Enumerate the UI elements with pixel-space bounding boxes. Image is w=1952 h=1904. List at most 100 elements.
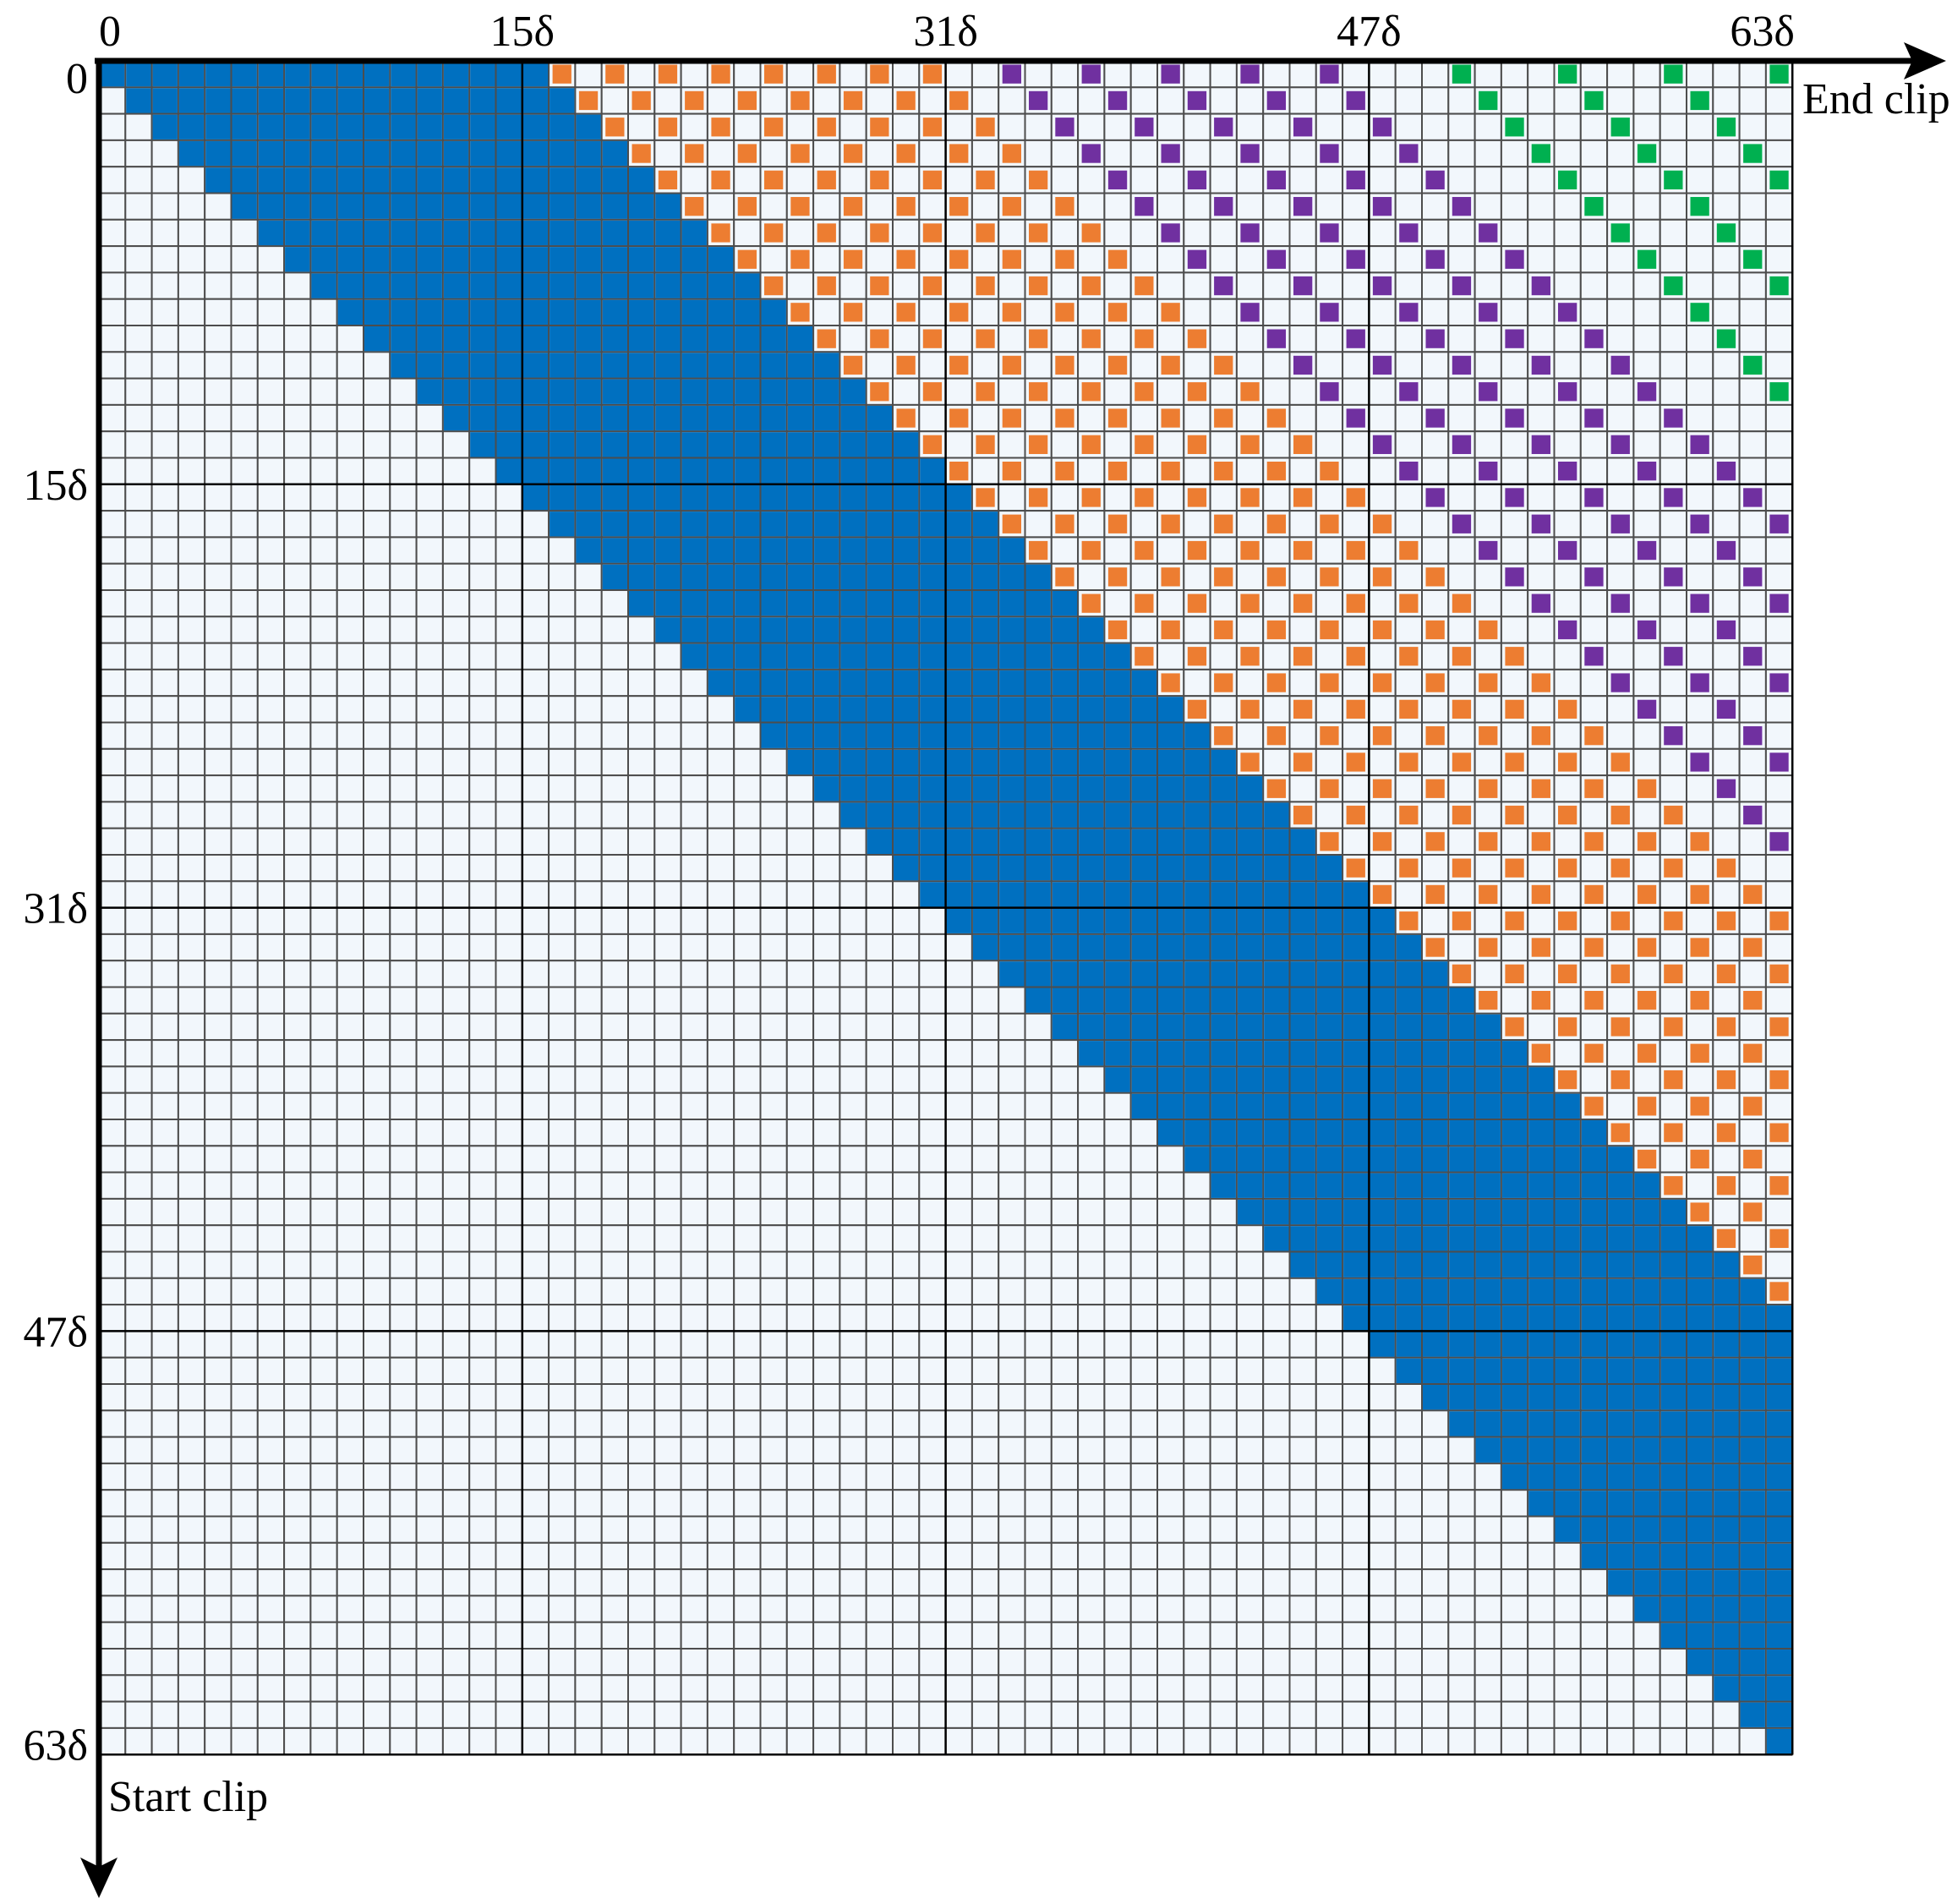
matrix-cell — [627, 747, 656, 777]
matrix-cell — [1632, 351, 1661, 380]
marked-cell — [922, 170, 943, 189]
matrix-cell — [230, 1304, 259, 1332]
matrix-cell — [415, 827, 444, 856]
matrix-cell — [98, 960, 127, 988]
blue-cell — [972, 723, 998, 748]
marked-cell — [1135, 435, 1154, 454]
matrix-cell — [124, 1648, 153, 1677]
matrix-cell — [1209, 1462, 1238, 1491]
matrix-cell — [1183, 510, 1211, 539]
matrix-cell — [98, 1700, 127, 1729]
matrix-cell — [230, 801, 259, 829]
matrix-cell — [600, 906, 630, 935]
matrix-cell — [680, 112, 708, 141]
matrix-cell — [1262, 1277, 1291, 1306]
matrix-cell — [1394, 1674, 1423, 1703]
matrix-cell — [150, 139, 179, 168]
matrix-cell — [1315, 245, 1344, 274]
blue-cell — [681, 538, 707, 563]
matrix-cell — [1632, 112, 1661, 141]
matrix-cell — [1342, 668, 1370, 698]
marked-cell — [843, 144, 863, 163]
matrix-cell — [336, 827, 365, 856]
matrix-cell — [1712, 86, 1741, 115]
matrix-cell — [759, 1436, 788, 1464]
matrix-cell — [230, 1330, 259, 1359]
matrix-cell — [1686, 1065, 1714, 1094]
matrix-cell — [150, 351, 179, 380]
marked-cell — [1479, 673, 1498, 692]
matrix-cell — [150, 1277, 179, 1306]
blue-cell — [522, 273, 549, 298]
blue-cell — [761, 299, 786, 325]
marked-cell — [870, 118, 889, 137]
matrix-cell — [415, 536, 444, 565]
matrix-cell — [1183, 457, 1211, 485]
matrix-cell — [389, 1039, 418, 1068]
matrix-cell — [363, 1119, 391, 1147]
matrix-cell — [1474, 139, 1502, 168]
matrix-cell — [468, 1092, 497, 1120]
marked-cell — [1610, 223, 1630, 243]
matrix-cell — [759, 747, 788, 777]
matrix-cell — [653, 86, 682, 115]
matrix-cell — [1288, 139, 1317, 168]
matrix-cell — [389, 1515, 418, 1544]
matrix-cell — [1394, 1383, 1423, 1412]
marked-cell — [1664, 567, 1683, 587]
matrix-cell — [389, 854, 418, 883]
matrix-cell — [363, 1568, 391, 1597]
matrix-cell — [389, 668, 418, 698]
matrix-cell — [177, 457, 206, 485]
matrix-cell — [785, 960, 815, 988]
matrix-cell — [336, 1674, 365, 1703]
matrix-cell — [1262, 1568, 1291, 1597]
matrix-cell — [627, 1648, 656, 1677]
matrix-cell — [309, 1595, 338, 1623]
matrix-cell — [309, 1092, 338, 1120]
blue-cell — [1211, 749, 1236, 775]
matrix-cell — [1686, 774, 1714, 803]
matrix-cell — [1686, 695, 1714, 724]
matrix-cell — [1024, 1568, 1053, 1597]
matrix-cell — [998, 1568, 1026, 1597]
matrix-cell — [1129, 60, 1158, 89]
matrix-cell — [944, 986, 973, 1015]
marked-cell — [1029, 170, 1048, 189]
matrix-cell — [1500, 1674, 1529, 1703]
marked-cell — [1346, 488, 1365, 507]
matrix-cell — [256, 1595, 286, 1623]
matrix-cell — [600, 86, 630, 115]
matrix-cell — [1712, 139, 1741, 168]
matrix-cell — [150, 1568, 179, 1597]
marked-cell — [1107, 303, 1128, 322]
marked-cell — [1002, 144, 1021, 163]
marked-cell — [1266, 249, 1286, 269]
matrix-cell — [98, 298, 127, 327]
marked-cell — [1187, 170, 1207, 189]
matrix-cell — [918, 1515, 947, 1544]
matrix-cell — [1686, 1171, 1714, 1200]
blue-cell — [443, 194, 469, 219]
matrix-cell — [653, 986, 682, 1015]
matrix-cell — [892, 933, 921, 962]
matrix-cell — [1474, 430, 1502, 459]
matrix-cell — [653, 1012, 682, 1042]
matrix-cell — [1421, 1568, 1450, 1597]
matrix-cell — [865, 1171, 894, 1200]
blue-cell — [840, 802, 866, 828]
matrix-cell — [1315, 325, 1344, 353]
marked-cell — [817, 276, 836, 296]
blue-cell — [576, 220, 601, 246]
matrix-cell — [389, 774, 418, 803]
matrix-cell — [521, 510, 550, 539]
marked-cell — [1637, 540, 1657, 561]
matrix-cell — [1368, 298, 1397, 327]
matrix-cell — [441, 1277, 471, 1306]
matrix-cell — [680, 1409, 708, 1438]
blue-cell — [391, 220, 416, 246]
matrix-cell — [1421, 139, 1450, 168]
matrix-cell — [1712, 1145, 1741, 1174]
matrix-cell — [865, 192, 894, 221]
matrix-cell — [150, 1197, 179, 1227]
